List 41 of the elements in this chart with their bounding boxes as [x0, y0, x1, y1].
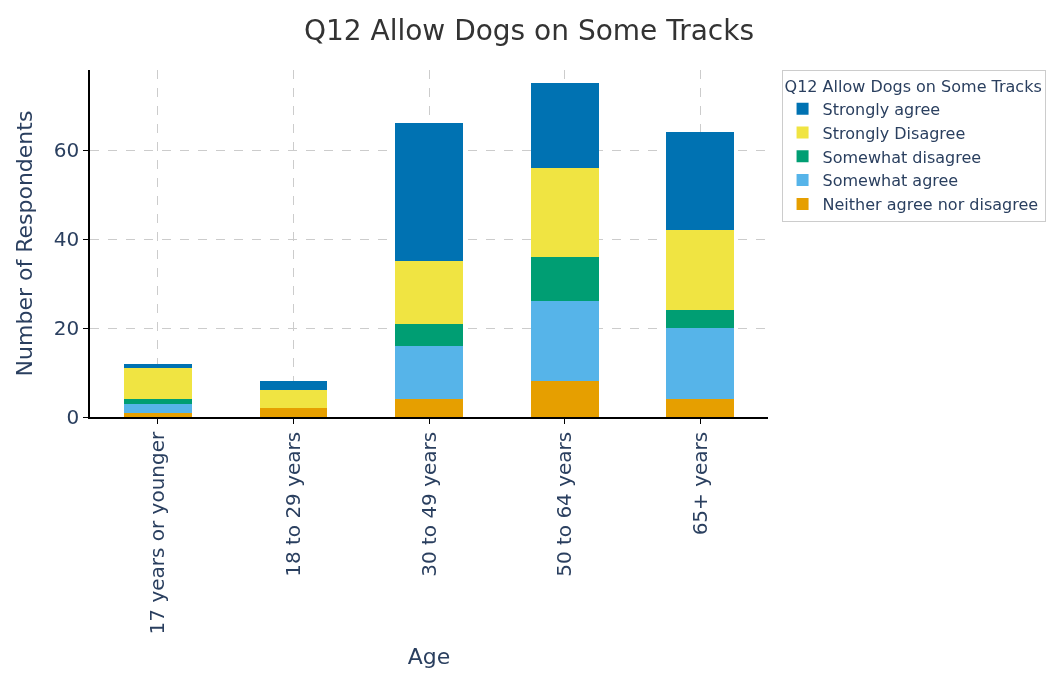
legend-label: Neither agree nor disagree: [822, 195, 1039, 215]
y-axis-title: Number of Respondents: [12, 110, 38, 377]
y-tick-label: 40: [53, 227, 80, 252]
legend-label: Strongly Disagree: [822, 123, 966, 143]
bar: [395, 261, 463, 324]
bar: [259, 390, 328, 409]
x-tick-label: 17 years or younger: [145, 430, 170, 635]
bar: [530, 167, 599, 257]
bar: [666, 399, 735, 417]
bar: [123, 363, 192, 369]
legend-label: Strongly agree: [822, 99, 941, 119]
bar: [666, 230, 735, 311]
bar: [123, 412, 192, 417]
bar: [530, 83, 599, 168]
bar: [666, 310, 735, 329]
x-axis-title: Age: [407, 643, 451, 669]
legend-title: Q12 Allow Dogs on Some Tracks: [784, 76, 1042, 96]
bar: [123, 368, 192, 400]
y-tick-label: 0: [66, 405, 80, 429]
x-tick-label: 50 to 64 years: [552, 431, 577, 577]
legend-label: Somewhat disagree: [822, 147, 982, 167]
x-tick-label: 65+ years: [687, 431, 712, 536]
bar: [530, 381, 599, 417]
bar: [259, 381, 328, 391]
bar: [395, 123, 463, 262]
bar: [530, 256, 599, 302]
bar: [395, 323, 463, 346]
bar: [259, 408, 328, 417]
bar: [395, 345, 463, 400]
x-tick-label: 18 to 29 years: [280, 431, 305, 577]
bar: [123, 403, 192, 413]
bar: [666, 132, 735, 231]
x-tick-label: 30 to 49 years: [416, 431, 441, 577]
bar: [666, 328, 735, 400]
y-tick-label: 20: [53, 316, 80, 341]
bar: [395, 399, 463, 417]
bar: [530, 301, 599, 382]
legend-label: Somewhat agree: [822, 171, 959, 191]
y-tick-label: 60: [53, 138, 80, 163]
bar: [123, 399, 192, 404]
chart-title: Q12 Allow Dogs on Some Tracks: [303, 13, 755, 47]
